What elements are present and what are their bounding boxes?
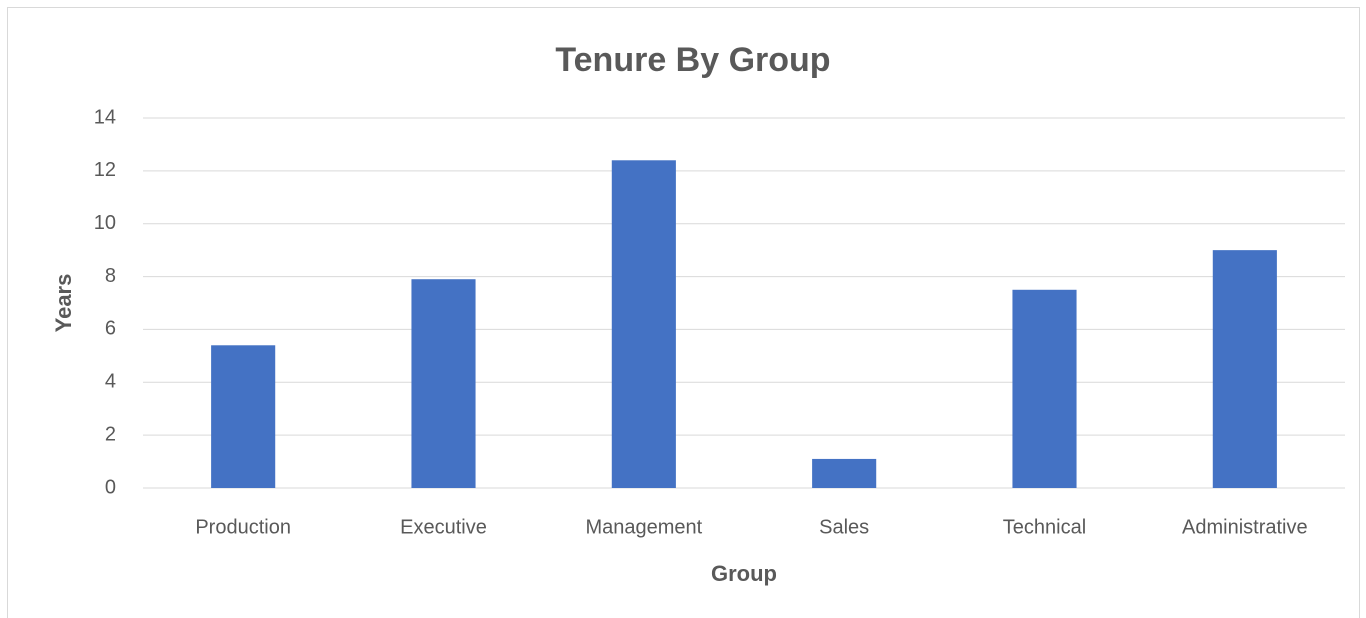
bar bbox=[411, 279, 476, 488]
x-tick-label: Management bbox=[585, 516, 702, 538]
chart-title: Tenure By Group bbox=[555, 41, 830, 79]
y-tick-label: 2 bbox=[105, 423, 116, 445]
bar bbox=[1012, 289, 1077, 488]
y-tick-label: 6 bbox=[105, 318, 116, 340]
y-tick-label: 8 bbox=[105, 265, 116, 287]
y-tick-label: 10 bbox=[94, 212, 116, 234]
x-axis-label: Group bbox=[711, 561, 777, 586]
y-tick-label: 12 bbox=[94, 159, 116, 181]
bar bbox=[211, 345, 276, 488]
bar bbox=[611, 160, 676, 489]
y-tick-label: 14 bbox=[94, 106, 116, 128]
x-tick-label: Administrative bbox=[1182, 516, 1308, 538]
bar bbox=[1212, 250, 1277, 488]
y-tick-label: 4 bbox=[105, 371, 116, 393]
y-tick-label: 0 bbox=[105, 476, 116, 498]
x-tick-label: Production bbox=[195, 516, 291, 538]
x-tick-label: Sales bbox=[819, 516, 869, 538]
chart-border bbox=[7, 7, 1360, 618]
y-axis-label: Years bbox=[51, 274, 76, 333]
x-tick-label: Technical bbox=[1003, 516, 1086, 538]
x-tick-label: Executive bbox=[400, 516, 487, 538]
bar bbox=[812, 458, 877, 488]
